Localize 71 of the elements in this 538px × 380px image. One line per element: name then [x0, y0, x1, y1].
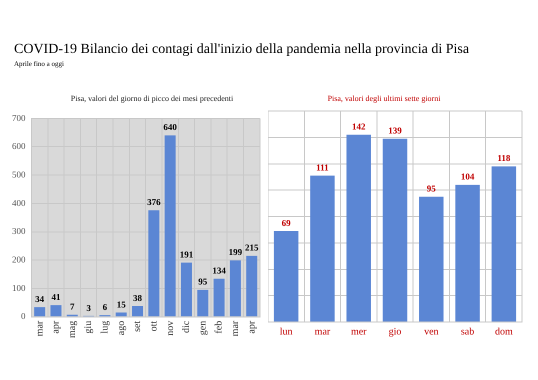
- bar: [132, 306, 144, 316]
- data-label: 34: [35, 294, 45, 304]
- bar: [230, 260, 241, 316]
- data-label: 199: [228, 247, 243, 258]
- x-tick-label: lun: [280, 326, 293, 338]
- bar: [148, 210, 160, 316]
- bar: [34, 307, 46, 316]
- bar: [246, 256, 258, 316]
- chart-title: Pisa, valori del giorno di picco dei mesi precedenti: [70, 94, 234, 105]
- y-tick-label: 400: [12, 198, 26, 208]
- bar: [310, 176, 335, 322]
- data-label: 191: [180, 249, 194, 260]
- data-label: 215: [244, 242, 259, 253]
- y-tick-label: 100: [12, 282, 26, 293]
- x-tick-label: dic: [181, 320, 192, 333]
- x-tick-label: apr: [246, 320, 258, 334]
- y-tick-label: 200: [12, 254, 26, 264]
- y-tick-label: 600: [12, 141, 26, 152]
- data-label: 139: [388, 126, 402, 136]
- x-tick-label: nov: [164, 320, 176, 336]
- bar: [419, 196, 444, 322]
- y-tick-label: 500: [12, 169, 26, 180]
- x-tick-label: ott: [148, 320, 160, 332]
- x-tick-label: ago: [116, 320, 127, 336]
- x-tick-label: mar: [230, 320, 242, 336]
- x-tick-label: feb: [214, 320, 225, 334]
- bar: [197, 290, 208, 316]
- x-tick-label: mar: [34, 320, 46, 336]
- data-label: 69: [282, 218, 292, 228]
- x-tick-label: lug: [100, 320, 111, 334]
- x-tick-label: giu: [83, 320, 94, 334]
- bar: [214, 278, 225, 316]
- x-tick-label: apr: [50, 320, 62, 334]
- chart-title: Pisa, valori degli ultimi sette giorni: [326, 94, 442, 105]
- x-tick-label: sab: [460, 326, 474, 338]
- data-label: 134: [212, 266, 226, 276]
- bar: [274, 231, 298, 322]
- y-tick-label: 300: [12, 226, 26, 236]
- data-label: 142: [352, 122, 366, 132]
- data-label: 118: [497, 153, 511, 164]
- bar: [50, 305, 62, 316]
- data-label: 3: [86, 302, 92, 313]
- x-tick-label: gio: [388, 326, 402, 338]
- data-label: 41: [51, 292, 61, 302]
- data-label: 95: [198, 276, 208, 287]
- text: COVID-19 Bilancio dei contagi dall'inizio della pandemia nella provincia di Pisa: [14, 42, 470, 58]
- x-tick-label: ven: [424, 326, 439, 338]
- data-label: 111: [316, 162, 330, 172]
- data-label: 95: [426, 184, 436, 194]
- data-label: 6: [102, 302, 108, 312]
- y-tick-label: 700: [12, 112, 26, 123]
- bar: [455, 184, 480, 322]
- data-label: 640: [163, 122, 178, 132]
- data-label: 376: [147, 197, 162, 208]
- x-tick-label: gen: [197, 320, 208, 336]
- bar: [492, 166, 516, 322]
- x-tick-label: dom: [494, 326, 513, 338]
- data-label: 38: [133, 292, 143, 303]
- x-tick-label: mar: [314, 326, 331, 338]
- x-tick-label: mer: [350, 326, 368, 338]
- bar: [382, 138, 408, 322]
- y-tick-label: 0: [21, 311, 26, 322]
- bar: [164, 135, 176, 316]
- x-tick-label: set: [132, 320, 144, 332]
- bar: [180, 262, 192, 316]
- x-tick-label: mag: [66, 320, 78, 338]
- data-label: 15: [116, 299, 126, 310]
- bar: [346, 134, 371, 322]
- data-label: 7: [70, 302, 76, 312]
- data-label: 104: [460, 172, 475, 182]
- bar: [116, 312, 127, 316]
